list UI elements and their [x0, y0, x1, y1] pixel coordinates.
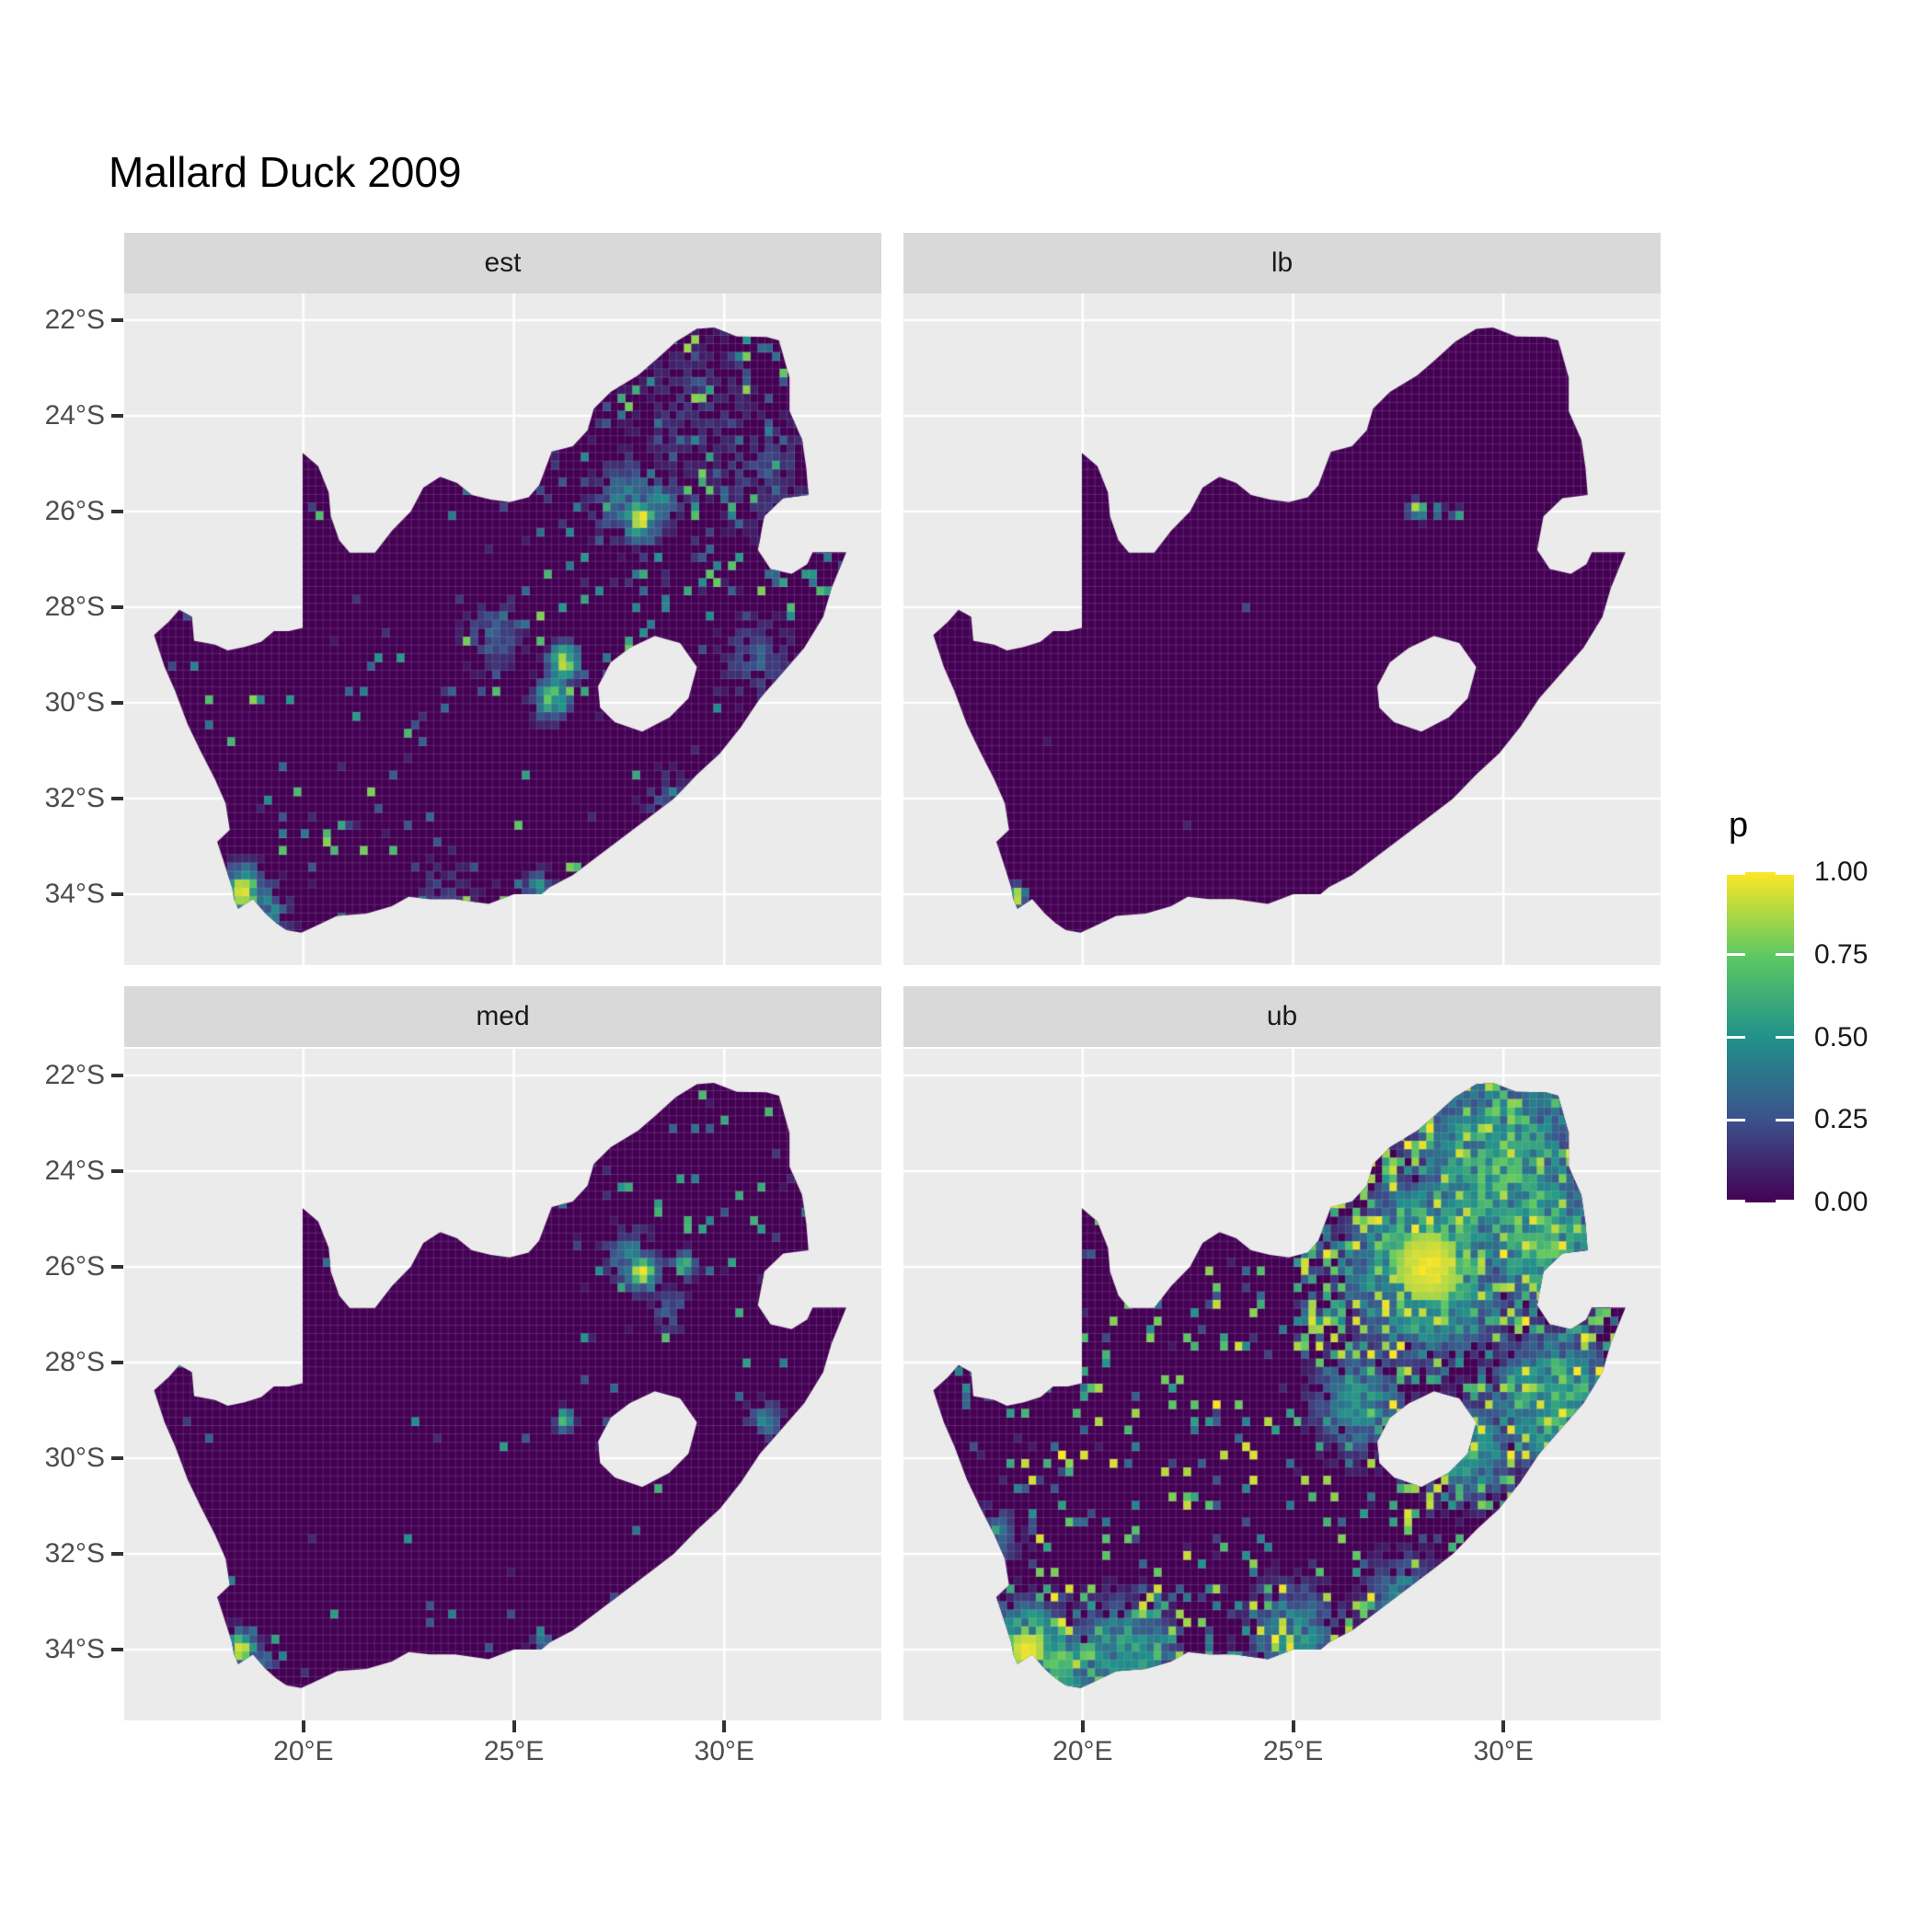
legend-tick-label: 0.75: [1814, 938, 1869, 970]
y-tick-mark: [111, 1456, 123, 1461]
x-tick-mark: [301, 1720, 305, 1732]
y-tick-mark: [111, 797, 123, 801]
x-tick-mark: [1501, 1720, 1506, 1732]
y-tick-mark: [111, 318, 123, 323]
y-tick-mark: [111, 701, 123, 706]
y-tick-mark: [111, 605, 123, 610]
x-tick-mark: [1080, 1720, 1085, 1732]
legend-tick-mark: [1776, 1200, 1794, 1202]
legend-tick-label: 0.00: [1814, 1187, 1869, 1217]
x-tick-mark: [512, 1720, 516, 1732]
x-tick-label: 25°E: [483, 1736, 545, 1766]
y-tick-mark: [111, 1648, 123, 1652]
y-tick-mark: [111, 414, 123, 419]
legend-title: p: [1729, 806, 1749, 845]
y-tick-label: 28°S: [44, 592, 105, 623]
legend-tick-label: 1.00: [1814, 857, 1869, 887]
legend-tick-mark: [1727, 1036, 1745, 1039]
y-tick-label: 32°S: [44, 1538, 105, 1570]
legend-tick-mark: [1727, 872, 1745, 875]
y-tick-label: 26°S: [44, 496, 105, 527]
legend-tick-mark: [1727, 1118, 1745, 1121]
y-tick-mark: [111, 510, 123, 514]
y-tick-label: 34°S: [44, 879, 105, 910]
legend-tick-label: 0.50: [1814, 1021, 1869, 1052]
y-tick-mark: [111, 1169, 123, 1174]
legend-tick-label: 0.25: [1814, 1104, 1869, 1135]
map-panel-lb: [903, 293, 1661, 965]
facet-strip-est: est: [124, 233, 881, 293]
y-tick-label: 30°S: [44, 687, 105, 719]
y-tick-label: 28°S: [44, 1347, 105, 1378]
facet-strip-label-ub: ub: [1266, 1001, 1298, 1031]
legend-tick-mark: [1776, 872, 1794, 875]
y-tick-mark: [111, 1552, 123, 1557]
x-tick-mark: [722, 1720, 727, 1732]
legend-tick-mark: [1776, 1036, 1794, 1039]
x-tick-mark: [1291, 1720, 1295, 1732]
x-tick-label: 25°E: [1262, 1736, 1324, 1766]
y-tick-label: 24°S: [44, 1156, 105, 1187]
legend-tick-mark: [1727, 1200, 1745, 1202]
x-tick-label: 30°E: [694, 1736, 754, 1766]
facet-strip-label-est: est: [484, 247, 522, 278]
x-tick-label: 30°E: [1473, 1736, 1534, 1766]
y-tick-mark: [111, 1361, 123, 1365]
x-tick-label: 20°E: [1052, 1736, 1113, 1766]
facet-strip-label-lb: lb: [1271, 247, 1294, 278]
y-tick-label: 22°S: [44, 305, 105, 336]
y-tick-label: 26°S: [44, 1251, 105, 1282]
y-tick-label: 22°S: [44, 1060, 105, 1091]
map-panel-ub: [903, 1049, 1661, 1720]
facet-strip-label-med: med: [476, 1001, 530, 1031]
map-panel-med: [124, 1049, 881, 1720]
y-tick-mark: [111, 892, 123, 897]
map-panel-est: [124, 293, 881, 965]
y-tick-mark: [111, 1074, 123, 1078]
legend-colorbar: [1727, 872, 1794, 1202]
y-tick-label: 24°S: [44, 400, 105, 431]
y-tick-mark: [111, 1265, 123, 1270]
facet-strip-ub: ub: [903, 986, 1661, 1047]
legend-tick-mark: [1727, 953, 1745, 957]
legend-tick-mark: [1776, 953, 1794, 957]
plot-title: Mallard Duck 2009: [109, 148, 462, 196]
y-tick-label: 32°S: [44, 783, 105, 814]
x-tick-label: 20°E: [273, 1736, 334, 1766]
facet-strip-med: med: [124, 986, 881, 1047]
facet-strip-lb: lb: [903, 233, 1661, 293]
y-tick-label: 30°S: [44, 1443, 105, 1474]
y-tick-label: 34°S: [44, 1634, 105, 1665]
legend-tick-mark: [1776, 1118, 1794, 1121]
